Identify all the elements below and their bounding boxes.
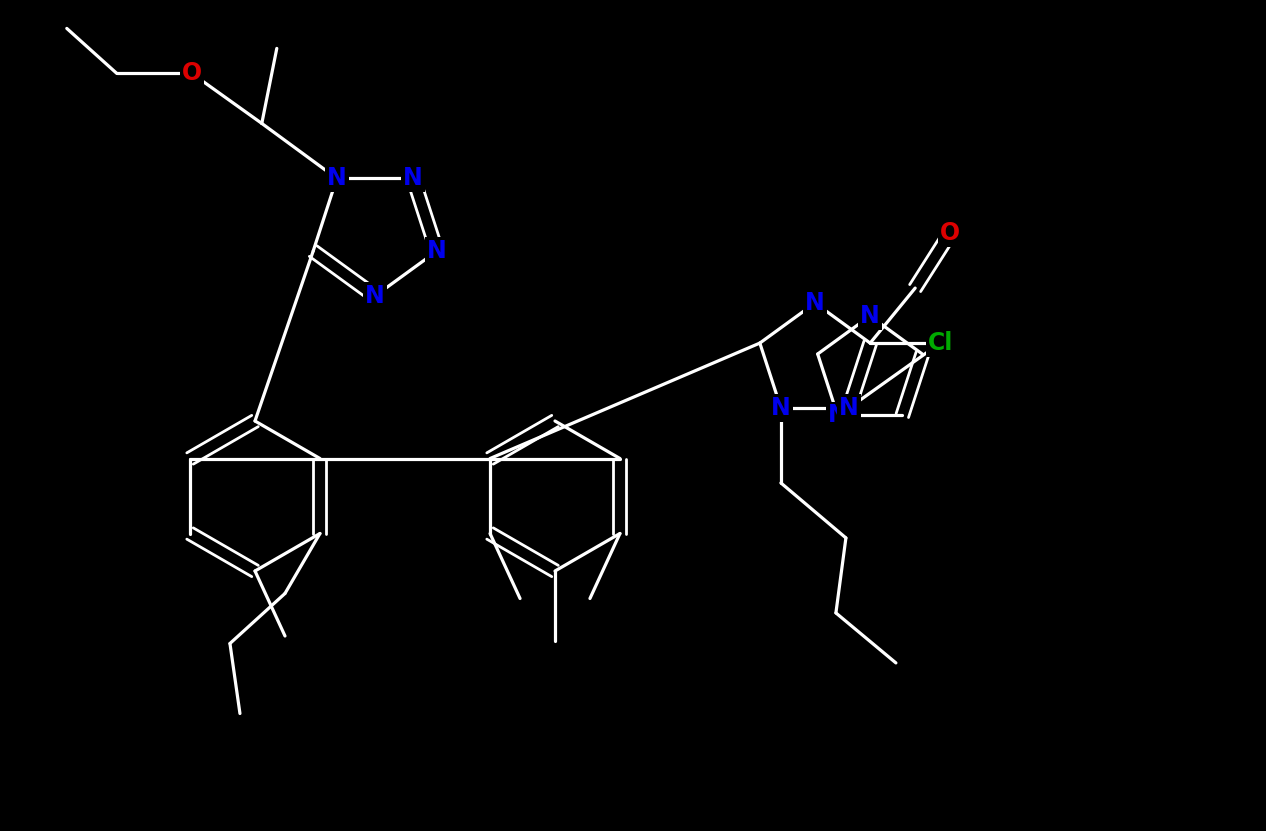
Text: N: N <box>828 404 847 427</box>
Text: N: N <box>805 291 825 315</box>
Text: O: O <box>941 221 960 245</box>
Text: N: N <box>404 166 423 190</box>
Text: N: N <box>805 291 825 315</box>
Text: O: O <box>182 61 201 86</box>
Text: N: N <box>839 396 858 420</box>
Text: N: N <box>327 166 347 190</box>
Text: Cl: Cl <box>928 331 953 355</box>
Text: Cl: Cl <box>928 331 953 355</box>
Text: N: N <box>365 284 385 308</box>
Text: N: N <box>860 304 880 328</box>
Text: N: N <box>771 396 791 420</box>
Text: N: N <box>427 239 447 263</box>
